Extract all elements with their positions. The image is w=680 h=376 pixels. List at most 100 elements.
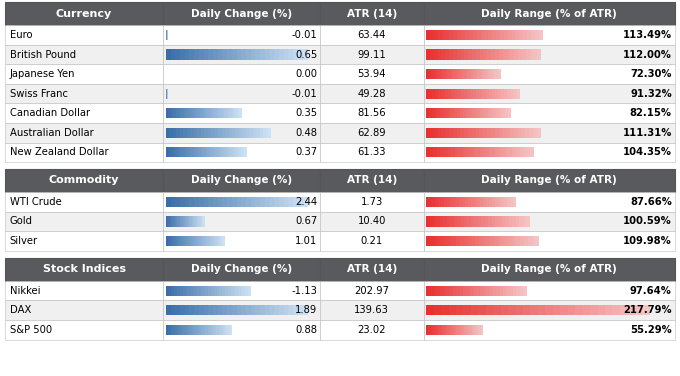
Bar <box>196 216 197 227</box>
Bar <box>211 108 214 118</box>
Bar <box>429 88 432 99</box>
Bar <box>468 236 472 246</box>
Bar <box>5 84 163 103</box>
Bar <box>233 285 237 296</box>
Bar <box>237 197 241 207</box>
Bar <box>447 197 450 207</box>
Bar <box>216 324 219 335</box>
Bar <box>265 305 270 315</box>
Bar <box>424 320 675 340</box>
Bar <box>173 324 175 335</box>
Bar <box>171 108 174 118</box>
Bar <box>515 147 520 158</box>
Bar <box>202 216 204 227</box>
Bar <box>449 324 451 335</box>
Bar <box>213 236 215 246</box>
Bar <box>320 64 424 84</box>
Text: 63.44: 63.44 <box>358 30 386 40</box>
Bar <box>288 197 294 207</box>
Bar <box>434 236 438 246</box>
Bar <box>463 305 471 315</box>
Bar <box>217 147 220 158</box>
Bar <box>452 108 455 118</box>
Bar <box>211 285 214 296</box>
Bar <box>169 285 172 296</box>
Bar <box>508 147 512 158</box>
Bar <box>288 305 294 315</box>
Bar <box>185 197 190 207</box>
Bar <box>522 127 526 138</box>
Bar <box>235 108 237 118</box>
Bar <box>457 49 461 60</box>
Bar <box>211 236 213 246</box>
Bar <box>183 127 187 138</box>
Bar <box>187 127 190 138</box>
Bar <box>209 108 212 118</box>
Bar <box>203 197 209 207</box>
Bar <box>186 236 188 246</box>
Bar <box>510 197 513 207</box>
Bar <box>424 84 675 103</box>
Bar <box>209 108 212 118</box>
Bar <box>434 127 438 138</box>
Bar <box>239 285 242 296</box>
Bar <box>180 305 185 315</box>
Bar <box>166 216 167 227</box>
Bar <box>199 197 204 207</box>
Bar <box>189 216 191 227</box>
Bar <box>303 49 307 60</box>
Bar <box>212 324 214 335</box>
Bar <box>200 285 203 296</box>
Bar <box>483 69 486 79</box>
Bar <box>284 49 289 60</box>
Text: 112.00%: 112.00% <box>623 50 672 59</box>
Bar <box>449 127 453 138</box>
Bar <box>439 285 443 296</box>
Bar <box>488 216 492 227</box>
Bar <box>207 236 209 246</box>
Bar <box>525 127 529 138</box>
Bar <box>187 147 190 158</box>
Bar <box>495 127 499 138</box>
Bar <box>451 324 453 335</box>
Bar <box>479 236 483 246</box>
Bar <box>477 324 479 335</box>
Bar <box>490 285 493 296</box>
Text: Daily Change (%): Daily Change (%) <box>191 264 292 274</box>
Bar <box>490 236 494 246</box>
Bar <box>508 108 511 118</box>
Bar <box>203 216 205 227</box>
Bar <box>224 108 227 118</box>
Bar <box>274 49 279 60</box>
Bar <box>598 305 605 315</box>
Bar <box>260 197 265 207</box>
Bar <box>426 88 430 99</box>
Bar <box>179 216 180 227</box>
Bar <box>214 285 217 296</box>
Bar <box>228 285 231 296</box>
Bar <box>320 192 424 212</box>
Bar <box>177 324 180 335</box>
Bar <box>464 127 469 138</box>
Bar <box>222 285 225 296</box>
Bar <box>188 216 190 227</box>
Bar <box>492 30 496 40</box>
Bar <box>191 108 194 118</box>
Bar <box>320 2 424 25</box>
Bar <box>458 324 460 335</box>
Bar <box>211 147 214 158</box>
Bar <box>446 69 449 79</box>
Bar <box>267 127 271 138</box>
Bar <box>537 127 541 138</box>
Bar <box>5 192 163 212</box>
Bar <box>512 147 515 158</box>
Bar <box>166 49 171 60</box>
Bar <box>469 49 473 60</box>
Bar <box>196 216 197 227</box>
Bar <box>215 127 218 138</box>
Bar <box>426 197 430 207</box>
Bar <box>171 147 174 158</box>
Bar <box>483 49 488 60</box>
Bar <box>248 285 251 296</box>
Bar <box>481 69 483 79</box>
